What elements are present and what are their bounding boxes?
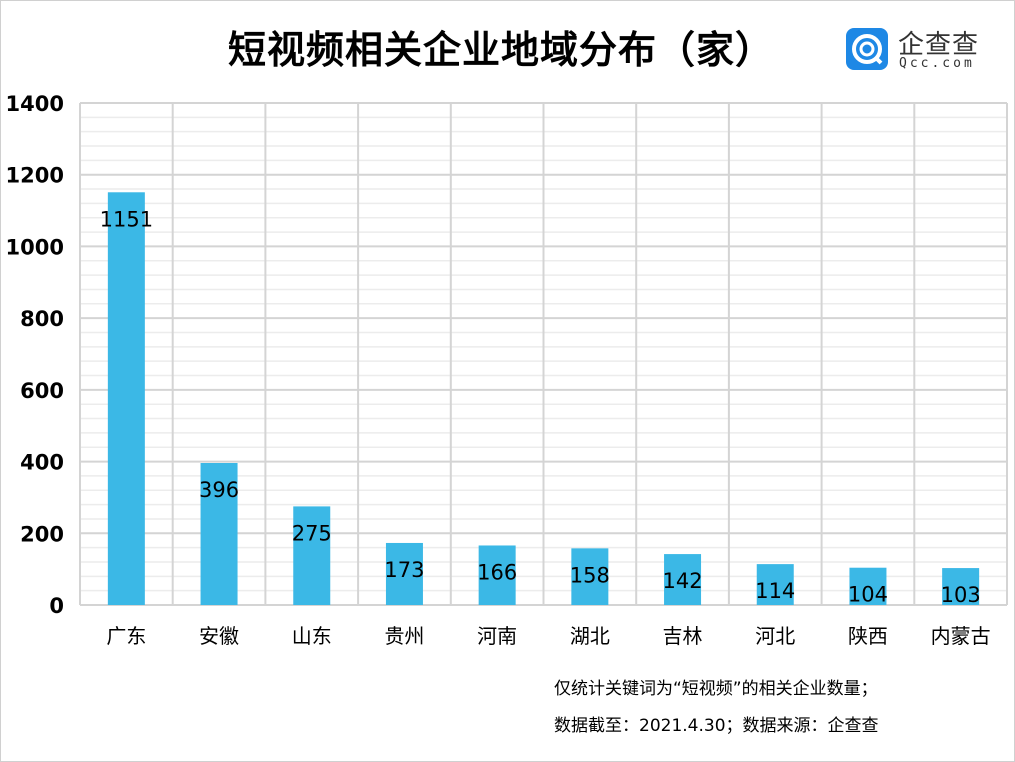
y-tick-label: 1000 bbox=[6, 235, 64, 259]
bar-贵州 bbox=[385, 542, 423, 605]
x-tick-label: 安徽 bbox=[199, 624, 239, 648]
data-label: 396 bbox=[199, 478, 239, 502]
x-tick-label: 河南 bbox=[477, 624, 517, 648]
y-tick-label: 0 bbox=[49, 594, 64, 618]
chart-title: 短视频相关企业地域分布（家） bbox=[227, 28, 774, 72]
y-tick-label: 600 bbox=[20, 379, 64, 403]
qcc-logo-icon bbox=[846, 28, 888, 70]
data-label: 166 bbox=[477, 560, 517, 584]
y-tick-label: 1400 bbox=[6, 92, 64, 116]
data-label: 173 bbox=[384, 558, 424, 582]
logo-name: 企查查 bbox=[898, 30, 980, 60]
bar-河南 bbox=[478, 545, 516, 605]
y-tick-label: 200 bbox=[20, 522, 64, 546]
data-label: 158 bbox=[570, 563, 610, 587]
data-label: 1151 bbox=[100, 207, 153, 231]
x-tick-label: 湖北 bbox=[570, 624, 610, 648]
y-tick-label: 800 bbox=[20, 307, 64, 331]
bar-湖北 bbox=[571, 548, 609, 605]
x-tick-label: 贵州 bbox=[384, 624, 424, 648]
logo-url: Qcc.com bbox=[899, 56, 975, 71]
bar-吉林 bbox=[664, 554, 702, 605]
bar-山东 bbox=[293, 506, 331, 605]
bar-陕西 bbox=[849, 567, 887, 605]
y-tick-label: 400 bbox=[20, 451, 64, 475]
footnote-scope: 仅统计关键词为“短视频”的相关企业数量； bbox=[554, 679, 878, 699]
x-tick-label: 陕西 bbox=[848, 624, 888, 648]
y-tick-label: 1200 bbox=[6, 164, 64, 188]
footnote-source: 数据截至：2021.4.30；数据来源：企查查 bbox=[554, 716, 879, 736]
bar-安徽 bbox=[200, 463, 238, 605]
bar-广东 bbox=[107, 192, 145, 605]
x-tick-label: 河北 bbox=[755, 624, 795, 648]
qcc-logo: 企查查 Qcc.com bbox=[846, 28, 1006, 72]
data-label: 114 bbox=[755, 579, 795, 603]
data-label: 275 bbox=[292, 521, 332, 545]
x-tick-label: 山东 bbox=[292, 624, 332, 648]
data-label: 104 bbox=[848, 583, 888, 607]
data-label: 142 bbox=[663, 569, 703, 593]
x-tick-label: 内蒙古 bbox=[931, 624, 991, 648]
x-tick-label: 广东 bbox=[106, 624, 146, 648]
x-tick-label: 吉林 bbox=[663, 624, 703, 648]
data-label: 103 bbox=[941, 583, 981, 607]
bar-河北 bbox=[756, 564, 794, 605]
bar-内蒙古 bbox=[942, 568, 980, 605]
